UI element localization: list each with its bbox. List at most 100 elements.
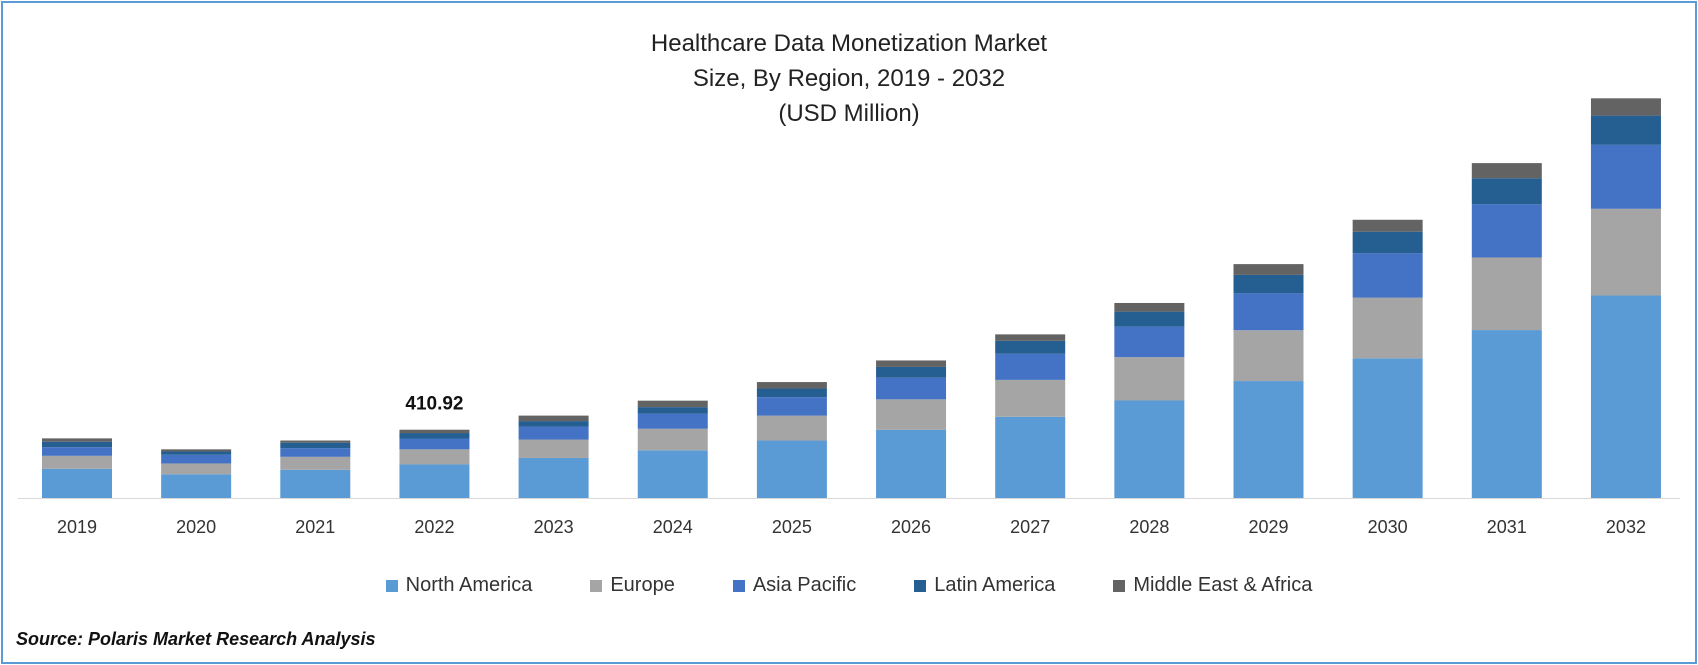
bar-segment-north-america-2023 — [518, 457, 589, 498]
bar-segment-europe-2020 — [161, 463, 232, 475]
bar-segment-middle-east-africa-2024 — [637, 400, 708, 408]
legend-swatch — [590, 579, 603, 592]
bar-segment-latin-america-2029 — [1233, 274, 1304, 294]
bar-segment-asia-pacific-2028 — [1114, 326, 1185, 358]
bar-segment-asia-pacific-2027 — [995, 353, 1066, 380]
x-tick-label: 2028 — [1129, 517, 1169, 537]
bar-segment-latin-america-2026 — [876, 366, 947, 378]
bar-segment-middle-east-africa-2022 — [399, 429, 470, 434]
bar-segment-europe-2023 — [518, 439, 589, 458]
bar-segment-latin-america-2020 — [161, 451, 232, 455]
bar-segment-latin-america-2023 — [518, 421, 589, 427]
bar-segment-latin-america-2027 — [995, 340, 1066, 354]
bar-segment-north-america-2025 — [756, 440, 827, 498]
x-tick-label: 2026 — [891, 517, 931, 537]
bar-segment-north-america-2027 — [995, 416, 1066, 498]
bar-segment-north-america-2020 — [161, 474, 232, 498]
bar-segment-asia-pacific-2029 — [1233, 293, 1304, 331]
x-tick-label: 2029 — [1248, 517, 1288, 537]
legend-item-middle-east-africa: Middle East & Africa — [1113, 574, 1312, 597]
x-tick-label: 2024 — [653, 517, 693, 537]
bar-segment-middle-east-africa-2032 — [1590, 98, 1661, 116]
bar-segment-middle-east-africa-2030 — [1352, 219, 1423, 232]
legend: North America Europe Asia Pacific Latin … — [0, 574, 1698, 597]
legend-label: Latin America — [934, 574, 1056, 596]
bar-segment-middle-east-africa-2026 — [876, 360, 947, 367]
bar-segment-north-america-2021 — [280, 469, 351, 498]
bar-segment-north-america-2022 — [399, 464, 470, 498]
bar-segment-north-america-2019 — [42, 468, 112, 498]
bar-segment-middle-east-africa-2028 — [1114, 302, 1185, 312]
source-note: Source: Polaris Market Research Analysis — [16, 629, 376, 649]
x-tick-label: 2019 — [57, 517, 97, 537]
bar-segment-latin-america-2030 — [1352, 231, 1423, 254]
legend-item-asia-pacific: Asia Pacific — [732, 574, 857, 597]
x-tick-label: 2032 — [1606, 517, 1646, 537]
bar-segment-asia-pacific-2032 — [1590, 144, 1661, 209]
x-tick-label: 2025 — [772, 517, 812, 537]
x-tick-label: 2031 — [1487, 517, 1527, 537]
bar-segment-asia-pacific-2019 — [42, 447, 112, 456]
bar-segment-middle-east-africa-2029 — [1233, 264, 1304, 275]
bar-segment-europe-2030 — [1352, 297, 1423, 359]
x-tick-label: 2021 — [295, 517, 335, 537]
bar-segment-middle-east-africa-2031 — [1471, 163, 1542, 179]
bar-segment-latin-america-2024 — [637, 407, 708, 414]
chart-title: Healthcare Data Monetization Market Size… — [0, 26, 1698, 131]
bar-segment-asia-pacific-2031 — [1471, 204, 1542, 258]
bar-segment-north-america-2032 — [1590, 295, 1661, 498]
x-tick-label: 2020 — [176, 517, 216, 537]
legend-label: Asia Pacific — [752, 574, 857, 596]
bar-segment-latin-america-2019 — [42, 441, 112, 448]
x-tick-label: 2023 — [534, 517, 574, 537]
bar-segment-latin-america-2028 — [1114, 311, 1185, 327]
bar-segment-asia-pacific-2020 — [161, 454, 232, 464]
title-line-1: Healthcare Data Monetization Market — [650, 30, 1048, 57]
bar-segment-asia-pacific-2030 — [1352, 253, 1423, 298]
bar-segment-europe-2024 — [637, 428, 708, 451]
bar-segment-north-america-2026 — [876, 429, 947, 498]
bar-segment-europe-2021 — [280, 456, 351, 470]
bar-segment-europe-2031 — [1471, 257, 1542, 331]
x-tick-label: 2027 — [1010, 517, 1050, 537]
bar-segment-north-america-2028 — [1114, 400, 1185, 498]
bar-segment-europe-2028 — [1114, 357, 1185, 401]
bar-segment-latin-america-2022 — [399, 433, 470, 439]
bar-segment-middle-east-africa-2025 — [756, 382, 827, 389]
bar-segment-europe-2027 — [995, 379, 1066, 417]
bar-segment-north-america-2031 — [1471, 330, 1542, 498]
bar-segment-north-america-2029 — [1233, 381, 1304, 498]
title-line-2: Size, By Region, 2019 - 2032 — [692, 65, 1006, 92]
bar-segment-middle-east-africa-2019 — [42, 438, 112, 442]
legend-item-latin-america: Latin America — [914, 574, 1055, 597]
legend-swatch — [914, 579, 927, 592]
bar-segment-europe-2029 — [1233, 330, 1304, 382]
bar-segment-asia-pacific-2026 — [876, 377, 947, 400]
bar-segment-middle-east-africa-2027 — [995, 334, 1066, 341]
bar-segment-middle-east-africa-2020 — [161, 449, 232, 452]
bar-segment-europe-2026 — [876, 399, 947, 430]
legend-item-europe: Europe — [590, 574, 675, 597]
bar-segment-latin-america-2021 — [280, 442, 351, 449]
legend-label: North America — [405, 574, 533, 596]
legend-label: Middle East & Africa — [1133, 574, 1313, 596]
bar-segment-latin-america-2031 — [1471, 178, 1542, 205]
bar-segment-asia-pacific-2024 — [637, 413, 708, 429]
legend-item-north-america: North America — [385, 574, 533, 597]
data-label: 410.92 — [405, 394, 463, 415]
x-tick-label: 2030 — [1368, 517, 1408, 537]
bar-segment-north-america-2030 — [1352, 358, 1423, 498]
legend-swatch — [1113, 579, 1126, 592]
bar-segment-latin-america-2025 — [756, 388, 827, 398]
legend-label: Europe — [610, 574, 675, 596]
bar-segment-asia-pacific-2022 — [399, 438, 470, 450]
bar-segment-middle-east-africa-2023 — [518, 415, 589, 422]
bar-segment-asia-pacific-2021 — [280, 448, 351, 457]
bar-segment-asia-pacific-2023 — [518, 426, 589, 440]
bar-segment-latin-america-2032 — [1590, 115, 1661, 145]
bar-segment-europe-2019 — [42, 455, 112, 469]
title-line-3: (USD Million) — [778, 100, 920, 127]
bar-segment-asia-pacific-2025 — [756, 397, 827, 416]
